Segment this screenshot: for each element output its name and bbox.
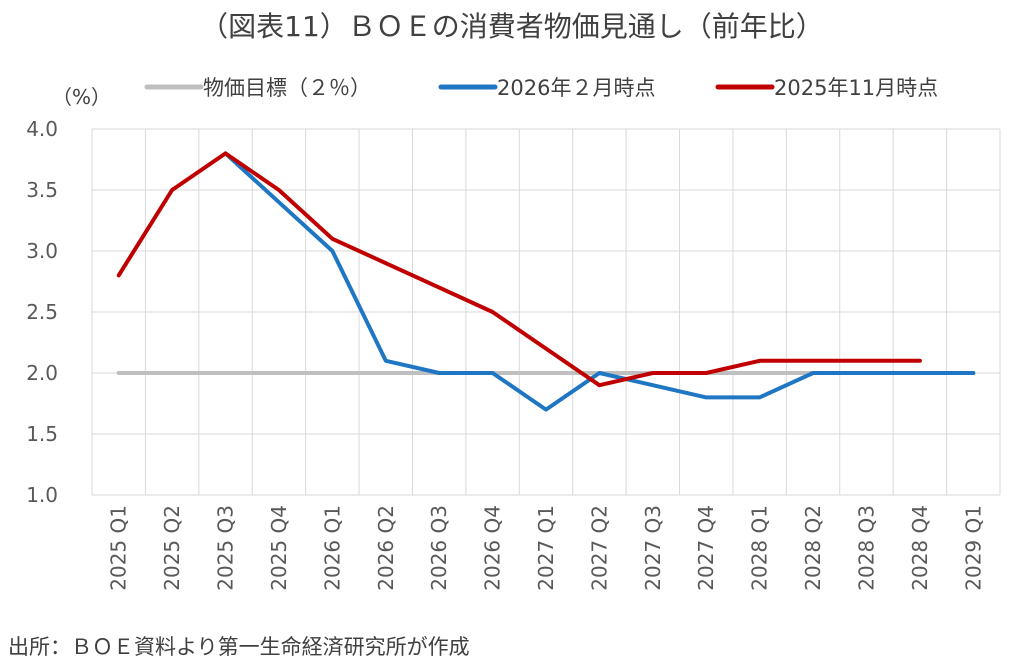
y-tick-label: 3.5: [26, 178, 58, 202]
x-tick-label: 2027 Q1: [534, 505, 558, 591]
x-tick-label: 2025 Q2: [160, 505, 184, 591]
y-tick-label: 2.0: [26, 361, 58, 385]
x-tick-label: 2025 Q3: [214, 505, 238, 591]
y-axis-unit: （%）: [52, 85, 111, 109]
legend-label-1: 2026年２月時点: [497, 76, 655, 100]
gridlines: [91, 128, 1001, 496]
x-tick-label: 2026 Q2: [374, 505, 398, 591]
x-tick-label: 2028 Q2: [801, 505, 825, 591]
y-tick-label: 3.0: [26, 239, 58, 263]
x-tick-label: 2026 Q3: [427, 505, 451, 591]
y-tick-label: 2.5: [26, 300, 58, 324]
x-tick-label: 2025 Q4: [267, 505, 291, 591]
x-tick-label: 2028 Q1: [748, 505, 772, 591]
x-tick-label: 2026 Q1: [320, 505, 344, 591]
x-tick-label: 2028 Q4: [908, 505, 932, 591]
y-tick-label: 4.0: [26, 117, 58, 141]
x-tick-label: 2026 Q4: [481, 505, 505, 591]
legend-label-0: 物価目標（２％）: [203, 76, 371, 100]
legend: 物価目標（２％） 2026年２月時点 2025年11月時点: [144, 76, 938, 100]
x-tick-label: 2025 Q1: [107, 505, 131, 591]
chart-title: （図表11）ＢＯＥの消費者物価見通し（前年比）: [200, 10, 824, 43]
series-line-2: [116, 151, 922, 388]
x-tick-label: 2027 Q2: [587, 505, 611, 591]
series-line-1: [223, 151, 976, 412]
x-tick-label: 2027 Q3: [641, 505, 665, 591]
series-lines: [116, 151, 976, 412]
y-tick-label: 1.5: [26, 422, 58, 446]
x-tick-label: 2028 Q3: [854, 505, 878, 591]
y-axis-ticks: 4.0 3.5 3.0 2.5 2.0 1.5 1.0: [26, 117, 58, 507]
x-tick-label: 2027 Q4: [694, 505, 718, 591]
y-tick-label: 1.0: [26, 483, 58, 507]
source-note: 出所：ＢＯＥ資料より第一生命経済研究所が作成: [8, 635, 470, 659]
x-tick-label: 2029 Q1: [961, 505, 985, 591]
x-axis-ticks: 2025 Q1 2025 Q2 2025 Q3 2025 Q4 2026 Q1 2026 …: [107, 505, 986, 591]
legend-label-2: 2025年11月時点: [774, 76, 938, 100]
